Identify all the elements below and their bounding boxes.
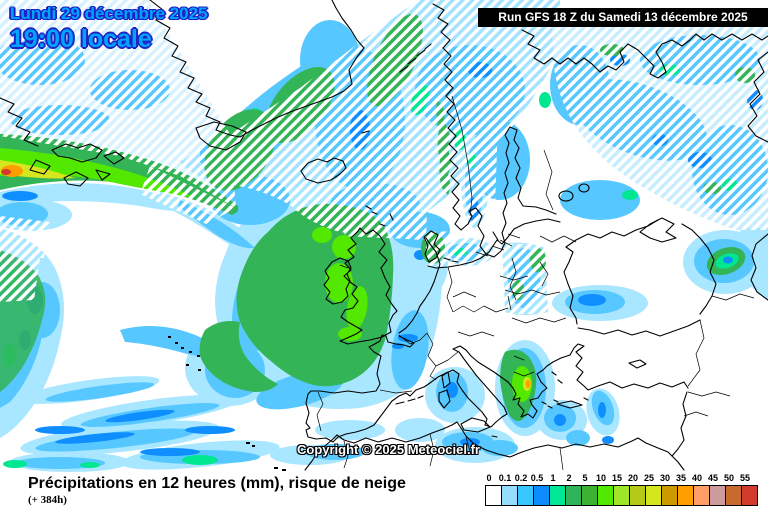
legend-color-box <box>693 485 710 506</box>
legend-tick-label: 1 <box>550 473 556 483</box>
legend-tick-label: 20 <box>627 473 638 483</box>
model-run-bar: Run GFS 18 Z du Samedi 13 décembre 2025 <box>478 8 768 27</box>
legend-color-box <box>533 485 550 506</box>
map-svg <box>0 0 768 472</box>
legend-color-box <box>645 485 662 506</box>
map-caption: Précipitations en 12 heures (mm), risque… <box>28 475 406 492</box>
legend-color-box <box>629 485 646 506</box>
snow-hatch-layer <box>0 0 768 314</box>
legend-color-box <box>597 485 614 506</box>
legend-color-box <box>709 485 726 506</box>
copyright-label: Copyright © 2025 Meteociel.fr <box>297 442 480 457</box>
forecast-offset-label: (+ 384h) <box>28 494 67 506</box>
legend-tick-label: 10 <box>595 473 606 483</box>
island-specks <box>168 336 286 471</box>
legend-color-box <box>661 485 678 506</box>
legend-labels: 0 0.1 0.2 0.5 1 2 5 10 15 20 25 30 35 40 45 50 55 <box>485 473 761 484</box>
legend-color-box <box>501 485 518 506</box>
legend-color-box <box>613 485 630 506</box>
legend-color-box <box>741 485 758 506</box>
precipitation-map <box>0 0 768 472</box>
legend-tick-label: 55 <box>739 473 750 483</box>
legend-tick-label: 50 <box>723 473 734 483</box>
caption-band: Précipitations en 12 heures (mm), risque… <box>0 472 768 512</box>
legend-tick-label: 45 <box>707 473 718 483</box>
legend-tick-label: 0.5 <box>530 473 544 483</box>
legend-color-box <box>725 485 742 506</box>
legend-tick-label: 30 <box>659 473 670 483</box>
legend-color-box <box>485 485 502 506</box>
legend-color-box <box>517 485 534 506</box>
legend-tick-label: 25 <box>643 473 654 483</box>
legend-tick-label: 5 <box>582 473 588 483</box>
legend-boxes <box>485 485 761 506</box>
legend-color-box <box>677 485 694 506</box>
legend-tick-label: 40 <box>691 473 702 483</box>
legend-color-box <box>565 485 582 506</box>
legend-tick-label: 0.2 <box>514 473 528 483</box>
legend-tick-label: 15 <box>611 473 622 483</box>
country-borders <box>316 95 755 471</box>
model-run-label: Run GFS 18 Z du Samedi 13 décembre 2025 <box>498 10 748 24</box>
legend-tick-label: 35 <box>675 473 686 483</box>
legend-scale: 0 0.1 0.2 0.5 1 2 5 10 15 20 25 30 35 40 45 50 55 <box>485 473 761 506</box>
legend-color-box <box>581 485 598 506</box>
legend-tick-label: 0 <box>486 473 492 483</box>
legend-color-box <box>549 485 566 506</box>
legend-tick-label: 2 <box>566 473 572 483</box>
legend-tick-label: 0.1 <box>498 473 512 483</box>
coastlines <box>0 0 768 471</box>
